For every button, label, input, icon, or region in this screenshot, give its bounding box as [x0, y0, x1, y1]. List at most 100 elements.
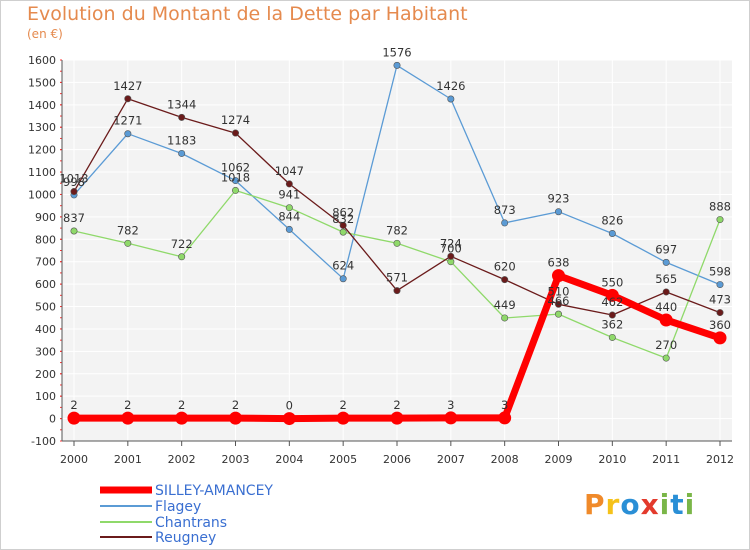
data-point: [662, 354, 670, 362]
x-tick-label: 2002: [168, 453, 196, 466]
y-tick-label: 1500: [28, 76, 56, 89]
data-label: 620: [494, 260, 516, 274]
data-label: 923: [548, 192, 570, 206]
data-point: [390, 411, 404, 425]
y-tick-label: 1600: [28, 54, 56, 67]
data-point: [554, 300, 562, 308]
logo-letter: r: [605, 488, 621, 521]
y-tick-label: 1200: [28, 144, 56, 157]
chart-title: Evolution du Montant de la Dette par Hab…: [27, 3, 468, 25]
data-label: 826: [601, 213, 623, 227]
data-point: [393, 287, 401, 295]
data-label: 1274: [221, 113, 250, 127]
data-point: [339, 221, 347, 229]
data-point: [285, 204, 293, 212]
data-label: 888: [709, 200, 731, 214]
y-tick-label: 600: [35, 278, 56, 291]
data-label: 571: [386, 271, 408, 285]
data-label: 782: [386, 223, 408, 237]
data-label: 1427: [113, 79, 142, 93]
logo-letter: t: [670, 488, 685, 521]
x-tick-label: 2003: [222, 453, 250, 466]
y-tick-label: 800: [35, 233, 56, 246]
data-point: [605, 288, 619, 302]
data-point: [554, 310, 562, 318]
data-label: 862: [332, 205, 354, 219]
legend-label: Reugney: [155, 530, 216, 546]
data-point: [608, 311, 616, 319]
data-label: 2: [70, 398, 77, 412]
data-label: 0: [286, 399, 293, 413]
data-point: [501, 219, 509, 227]
data-point: [124, 239, 132, 247]
y-tick-label: 0: [49, 413, 56, 426]
x-tick-label: 2010: [598, 453, 626, 466]
data-label: 598: [709, 265, 731, 279]
data-point: [659, 313, 673, 327]
data-point: [282, 412, 296, 426]
data-point: [662, 288, 670, 296]
data-point: [554, 208, 562, 216]
data-label: 3: [501, 398, 508, 412]
logo-letter: x: [640, 488, 660, 521]
data-point: [70, 188, 78, 196]
data-label: 2: [124, 398, 131, 412]
y-tick-label: 200: [35, 368, 56, 381]
data-label: 1271: [113, 114, 142, 128]
data-point: [121, 411, 135, 425]
data-point: [339, 228, 347, 236]
data-point: [285, 180, 293, 188]
data-point: [393, 239, 401, 247]
data-point: [444, 411, 458, 425]
data-label: 510: [548, 284, 570, 298]
data-label: 638: [548, 256, 570, 270]
data-point: [713, 331, 727, 345]
data-label: 462: [601, 295, 623, 309]
data-point: [501, 314, 509, 322]
data-label: 1183: [167, 133, 196, 147]
data-point: [393, 61, 401, 69]
data-point: [178, 253, 186, 261]
data-label: 1426: [436, 79, 465, 93]
y-tick-label: 1300: [28, 121, 56, 134]
proxiti-logo: Proxiti: [584, 488, 695, 521]
data-point: [67, 411, 81, 425]
y-tick-label: 900: [35, 211, 56, 224]
data-label: 550: [601, 275, 623, 289]
data-point: [336, 411, 350, 425]
x-tick-label: 2007: [437, 453, 465, 466]
data-label: 837: [63, 211, 85, 225]
data-label: 2: [232, 398, 239, 412]
y-tick-label: 700: [35, 256, 56, 269]
data-label: 2: [178, 398, 185, 412]
data-label: 2: [340, 398, 347, 412]
x-tick-label: 2011: [652, 453, 680, 466]
legend-label: Chantrans: [155, 515, 227, 531]
data-label: 941: [278, 188, 300, 202]
data-point: [662, 258, 670, 266]
data-label: 1344: [167, 97, 196, 111]
data-label: 1018: [221, 170, 250, 184]
data-label: 724: [440, 236, 462, 250]
legend-label: SILLEY-AMANCEY: [155, 483, 273, 499]
data-label: 3: [447, 398, 454, 412]
data-label: 700: [440, 242, 462, 256]
data-label: 362: [601, 317, 623, 331]
data-point: [178, 113, 186, 121]
data-point: [447, 252, 455, 260]
data-point: [232, 177, 240, 185]
data-label: 2: [393, 398, 400, 412]
data-label: 466: [548, 294, 570, 308]
data-label: 1576: [382, 45, 411, 59]
data-point: [716, 309, 724, 317]
legend-label: Flagey: [155, 499, 201, 515]
data-label: 270: [655, 338, 677, 352]
x-tick-label: 2008: [491, 453, 519, 466]
data-point: [175, 411, 189, 425]
data-point: [608, 229, 616, 237]
x-tick-label: 2000: [60, 453, 88, 466]
data-label: 1047: [275, 164, 304, 178]
data-label: 832: [332, 212, 354, 226]
data-point: [232, 129, 240, 137]
